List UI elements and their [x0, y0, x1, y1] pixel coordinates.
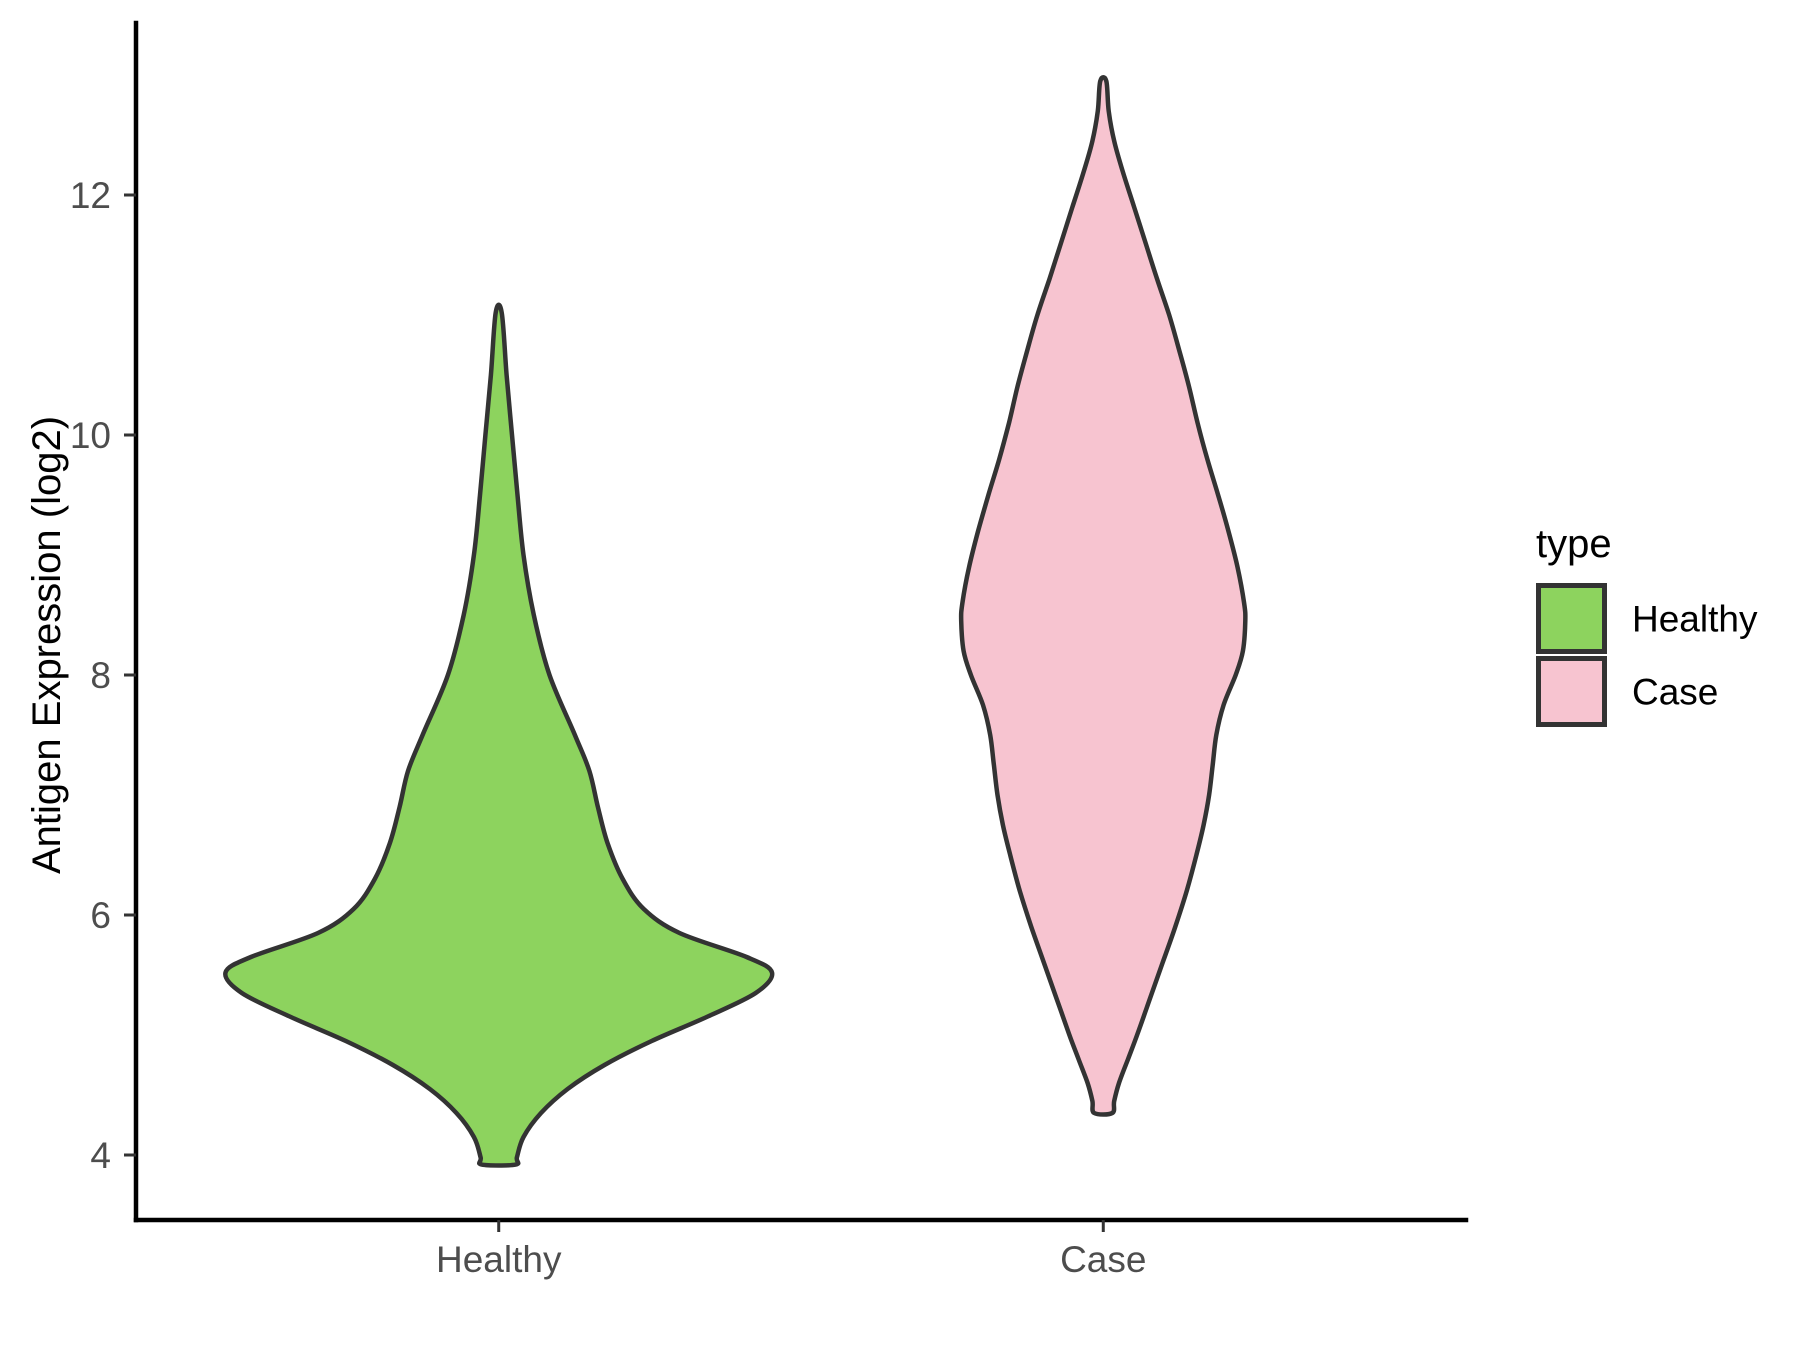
healthy-violin: [223, 302, 775, 1168]
legend-title: type: [1536, 522, 1612, 566]
legend-key-healthy: [1536, 583, 1607, 654]
y-tick-label: 8: [90, 655, 111, 696]
case-violin: [958, 75, 1248, 1117]
legend-key-case: [1536, 656, 1607, 727]
legend-label-healthy: Healthy: [1632, 599, 1758, 640]
legend-label-case: Case: [1632, 672, 1718, 713]
y-axis-title: Antigen Expression (log2): [25, 416, 69, 874]
y-tick-label: 10: [70, 415, 111, 456]
x-tick-label: Case: [1060, 1239, 1146, 1280]
x-tick-label: Healthy: [436, 1239, 562, 1280]
y-tick-label: 4: [90, 1135, 111, 1176]
y-tick-label: 6: [90, 895, 111, 936]
y-tick-label: 12: [70, 175, 111, 216]
